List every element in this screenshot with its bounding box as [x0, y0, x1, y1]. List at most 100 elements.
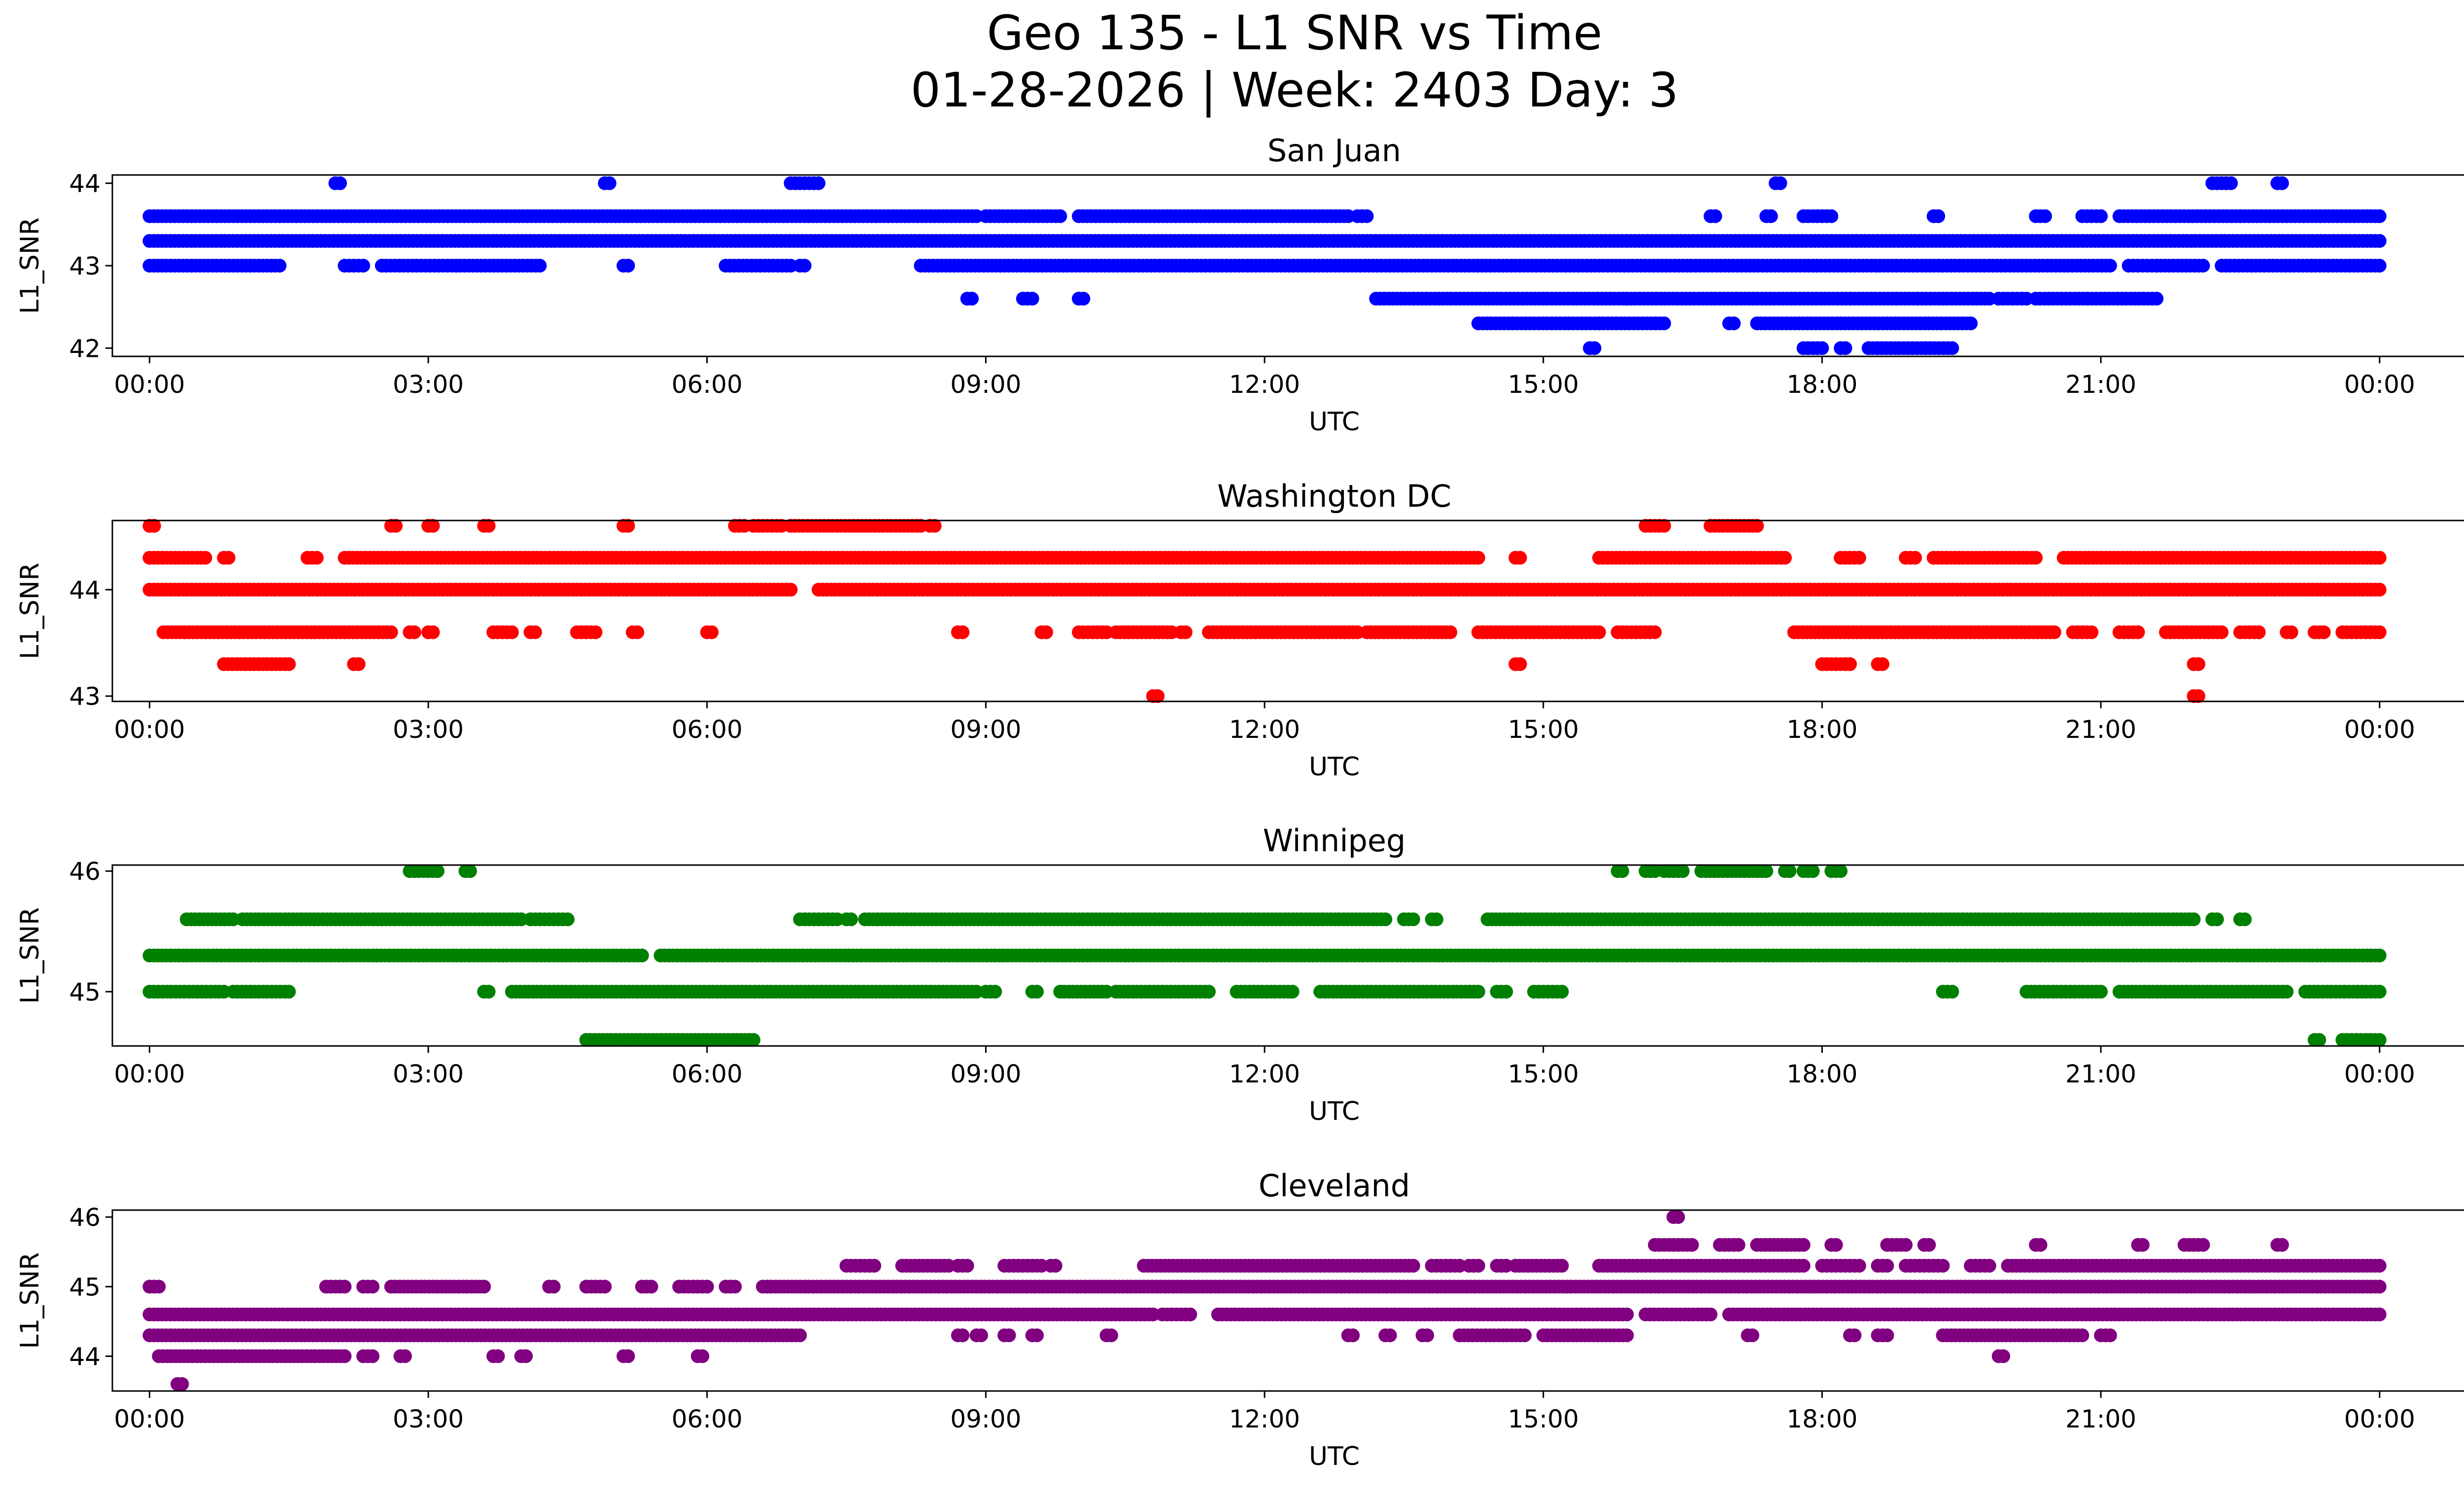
data-point	[1471, 984, 1485, 999]
data-point	[1513, 551, 1527, 565]
data-point	[2094, 984, 2108, 999]
data-point	[1931, 209, 1946, 223]
y-axis-label: L1_SNR	[15, 907, 45, 1004]
data-point	[333, 176, 347, 190]
data-point	[1360, 209, 1374, 223]
y-tick-label: 46	[69, 857, 101, 886]
data-point	[1773, 176, 1787, 190]
data-point	[1657, 316, 1671, 331]
data-point	[282, 984, 296, 999]
data-point	[2372, 583, 2387, 597]
panel-title: Cleveland	[1259, 1168, 1410, 1204]
data-point	[1843, 657, 1857, 671]
data-point	[1834, 864, 1848, 878]
data-point	[2372, 625, 2387, 639]
x-tick-label: 00:00	[2344, 370, 2415, 399]
data-point	[356, 259, 371, 273]
data-point	[1076, 291, 1091, 306]
panel-title: Washington DC	[1217, 478, 1451, 514]
data-point	[1676, 864, 1690, 878]
figure-title-line2: 01-28-2026 | Week: 2403 Day: 3	[911, 63, 1679, 118]
data-point	[1053, 209, 1067, 223]
data-point	[2372, 234, 2387, 248]
data-point	[2317, 625, 2331, 639]
data-point	[988, 984, 1002, 999]
data-point	[1778, 551, 1792, 565]
data-point	[2275, 176, 2289, 190]
data-point	[1648, 625, 1662, 639]
data-point	[1620, 1307, 1634, 1321]
data-point	[2038, 209, 2052, 223]
data-point	[2372, 948, 2387, 963]
data-point	[1471, 551, 1485, 565]
data-point	[351, 657, 366, 671]
x-tick-label: 00:00	[114, 1060, 185, 1088]
data-point	[2085, 625, 2099, 639]
data-point	[1429, 912, 1443, 927]
x-tick-label: 18:00	[1786, 370, 1857, 399]
x-tick-label: 00:00	[2344, 715, 2415, 744]
data-point	[528, 625, 542, 639]
x-tick-label: 03:00	[393, 370, 464, 399]
data-point	[463, 864, 477, 878]
data-points	[142, 519, 2387, 703]
data-point	[1030, 984, 1044, 999]
x-tick-label: 06:00	[672, 715, 743, 744]
data-point	[1406, 912, 1420, 927]
data-point	[1945, 341, 1959, 355]
x-axis-label: UTC	[1309, 407, 1360, 437]
data-point	[2187, 912, 2201, 927]
x-tick-label: 21:00	[2065, 370, 2136, 399]
x-tick-label: 03:00	[393, 715, 464, 744]
data-point	[1815, 341, 1829, 355]
panel-title: Winnipeg	[1263, 823, 1406, 859]
data-point	[1592, 625, 1606, 639]
x-tick-label: 21:00	[2065, 715, 2136, 744]
data-point	[505, 625, 519, 639]
x-tick-label: 18:00	[1786, 715, 1857, 744]
data-point	[1876, 657, 1889, 671]
data-point	[705, 625, 719, 639]
y-tick-label: 43	[69, 252, 101, 280]
data-point	[812, 176, 825, 190]
data-point	[1183, 1307, 1198, 1321]
x-tick-label: 00:00	[114, 370, 185, 399]
x-tick-label: 12:00	[1229, 715, 1300, 744]
data-point	[2047, 625, 2061, 639]
x-tick-label: 12:00	[1229, 370, 1300, 399]
panel-title: San Juan	[1267, 133, 1401, 169]
data-point	[2372, 551, 2387, 565]
data-point	[1039, 625, 1053, 639]
data-point	[635, 948, 649, 963]
data-point	[560, 912, 575, 927]
data-point	[1945, 984, 1959, 999]
x-tick-label: 18:00	[1786, 1060, 1857, 1088]
data-point	[630, 625, 645, 639]
data-point	[2238, 912, 2252, 927]
x-tick-label: 06:00	[672, 370, 743, 399]
y-tick-label: 42	[69, 334, 101, 363]
data-point	[1587, 341, 1602, 355]
data-point	[1708, 209, 1722, 223]
data-point	[1555, 984, 1569, 999]
x-tick-label: 15:00	[1508, 370, 1579, 399]
x-tick-label: 00:00	[2344, 1060, 2415, 1088]
data-point	[1443, 625, 1458, 639]
x-tick-label: 09:00	[950, 715, 1021, 744]
x-tick-label: 09:00	[950, 370, 1021, 399]
x-axis-label: UTC	[1309, 1097, 1360, 1126]
data-point	[747, 1033, 760, 1047]
data-point	[2191, 657, 2206, 671]
data-point	[1025, 291, 1039, 306]
data-points	[142, 176, 2387, 355]
data-point	[2210, 912, 2224, 927]
x-tick-label: 12:00	[1229, 1060, 1300, 1088]
data-point	[273, 259, 287, 273]
y-tick-label: 45	[69, 978, 101, 1007]
data-point	[1378, 912, 1393, 927]
data-point	[407, 625, 421, 639]
data-point	[588, 625, 603, 639]
